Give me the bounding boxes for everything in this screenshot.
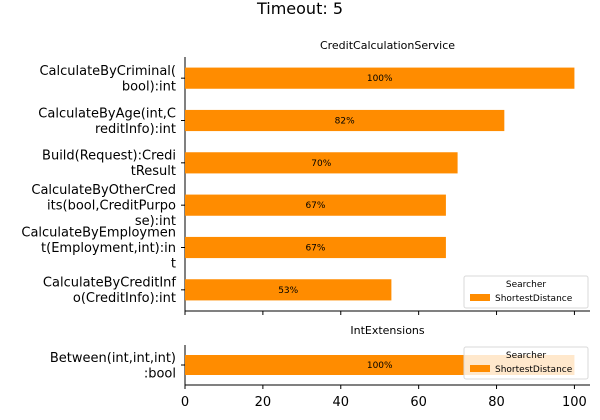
chart-suptitle: Timeout: 5 bbox=[256, 0, 343, 18]
x-tick-label: 40 bbox=[332, 395, 349, 410]
legend-entry: ShortestDistance bbox=[495, 365, 573, 375]
panel-title: IntExtensions bbox=[350, 324, 425, 337]
y-tick-label: CalculateByOtherCred its(bool,CreditPurpo… bbox=[31, 183, 176, 229]
x-tick-label: 80 bbox=[488, 395, 505, 410]
legend-swatch bbox=[470, 365, 490, 372]
bar bbox=[185, 279, 392, 301]
bar-value-label: 67% bbox=[305, 201, 325, 211]
bar-value-label: 82% bbox=[335, 117, 355, 127]
legend-entry: ShortestDistance bbox=[495, 294, 573, 304]
y-tick-label: Between(int,int,int):bool bbox=[50, 351, 176, 382]
x-tick-label: 60 bbox=[410, 395, 427, 410]
legend-title: Searcher bbox=[506, 351, 546, 361]
legend-title: Searcher bbox=[506, 280, 546, 290]
bar-value-label: 100% bbox=[367, 74, 393, 84]
bar bbox=[185, 236, 446, 259]
y-tick-label: CalculateByEmploymen t(Employment,int):in… bbox=[21, 226, 176, 272]
bar-value-label: 67% bbox=[305, 244, 325, 254]
bar bbox=[185, 67, 575, 89]
bar bbox=[185, 194, 446, 216]
legend-box bbox=[463, 275, 589, 309]
legend-swatch bbox=[470, 294, 490, 301]
y-tick-label: CalculateByCriminal(bool):int bbox=[39, 64, 176, 95]
x-tick-label: 0 bbox=[181, 395, 189, 410]
legend-box bbox=[463, 346, 589, 380]
x-tick-label: 100 bbox=[562, 395, 587, 410]
bar-value-label: 70% bbox=[311, 159, 331, 169]
panel-title: CreditCalculationService bbox=[320, 39, 455, 52]
y-tick-label: CalculateByCreditInf o(CreditInfo):int bbox=[43, 276, 176, 307]
bar-value-label: 53% bbox=[278, 286, 298, 296]
x-tick-label: 20 bbox=[255, 395, 272, 410]
y-tick-label: CalculateByAge(int,C reditInfo):int bbox=[38, 106, 176, 137]
bar-value-label: 100% bbox=[367, 361, 393, 371]
bar bbox=[185, 109, 505, 132]
y-tick-label: Build(Request):Credi tResult bbox=[42, 149, 176, 180]
bar bbox=[185, 152, 458, 174]
